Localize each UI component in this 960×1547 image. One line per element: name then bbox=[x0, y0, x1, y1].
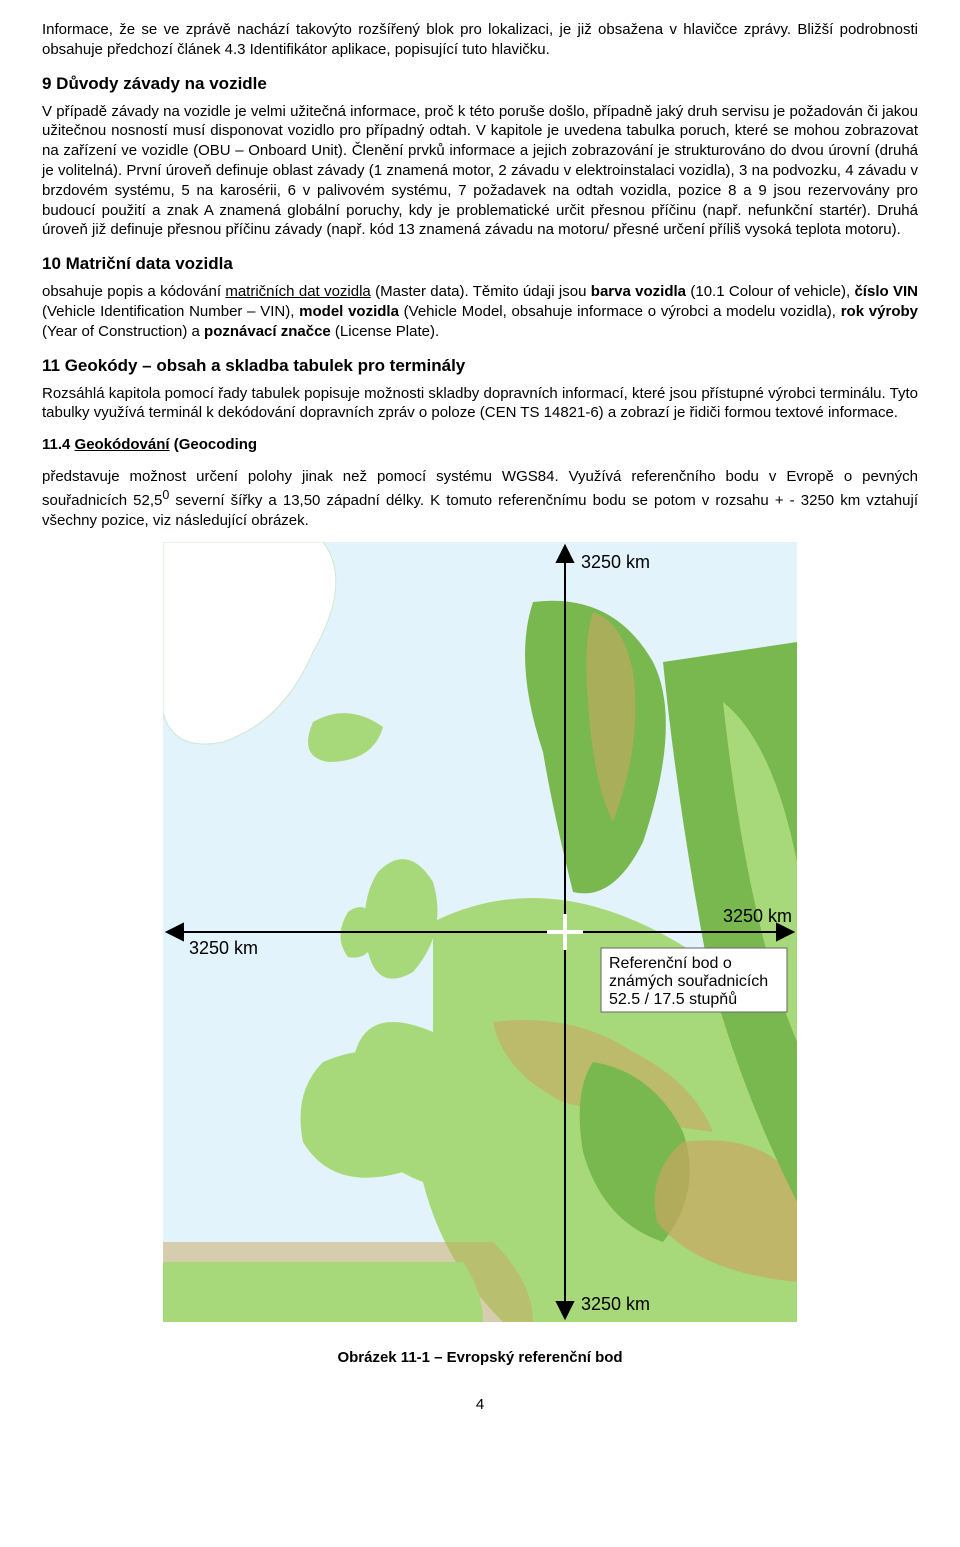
page: Informace, že se ve zprávě nachází takov… bbox=[0, 0, 960, 1453]
map-label-bottom: 3250 km bbox=[581, 1294, 650, 1314]
figure-caption: Obrázek 11-1 – Evropský referenční bod bbox=[42, 1349, 918, 1366]
text-run: (Master data). Těmito údaji jsou bbox=[371, 283, 591, 300]
paragraph-9-body: V případě závady na vozidle je velmi uži… bbox=[42, 102, 918, 241]
text-run: severní šířky a 13,50 západní délky. K t… bbox=[42, 492, 918, 529]
text-bold-znacka: poznávací značce bbox=[204, 323, 331, 340]
text-underline-matricnich: matričních dat vozidla bbox=[225, 283, 370, 300]
paragraph-10-body: obsahuje popis a kódování matričních dat… bbox=[42, 282, 918, 341]
map-label-left: 3250 km bbox=[189, 938, 258, 958]
paragraph-11-4-body: představuje možnost určení polohy jinak … bbox=[42, 467, 918, 530]
heading-10: 10 Matriční data vozidla bbox=[42, 254, 918, 274]
text-run: (Vehicle Identification Number – VIN), bbox=[42, 303, 299, 320]
heading-11-4: 11.4 Geokódování (Geocoding bbox=[42, 435, 918, 455]
text-run: (License Plate). bbox=[331, 323, 439, 340]
figure-map: 3250 km 3250 km 3250 km 3250 km Referenč… bbox=[163, 542, 797, 1322]
figure-map-container: 3250 km 3250 km 3250 km 3250 km Referenč… bbox=[42, 542, 918, 1327]
text-bold-rok: rok výroby bbox=[841, 303, 918, 320]
map-ref-line2: známých souřadnicích bbox=[609, 973, 768, 990]
text-run: 11.4 bbox=[42, 436, 75, 453]
map-ref-line1: Referenční bod o bbox=[609, 955, 732, 972]
paragraph-11-body: Rozsáhlá kapitola pomocí řady tabulek po… bbox=[42, 384, 918, 424]
text-run: obsahuje popis a kódování bbox=[42, 283, 225, 300]
map-label-right: 3250 km bbox=[723, 906, 792, 926]
map-label-top: 3250 km bbox=[581, 552, 650, 572]
text-bold-model: model vozidla bbox=[299, 303, 399, 320]
map-ref-box: Referenční bod o známých souřadnicích 52… bbox=[601, 948, 787, 1012]
text-bold-vin: číslo VIN bbox=[854, 283, 918, 300]
paragraph-intro: Informace, že se ve zprávě nachází takov… bbox=[42, 20, 918, 60]
map-ref-line3: 52.5 / 17.5 stupňů bbox=[609, 990, 737, 1008]
text-run: (Vehicle Model, obsahuje informace o výr… bbox=[399, 303, 841, 320]
page-number: 4 bbox=[42, 1396, 918, 1413]
text-run: (10.1 Colour of vehicle), bbox=[686, 283, 854, 300]
heading-11: 11 Geokódy – obsah a skladba tabulek pro… bbox=[42, 356, 918, 376]
text-underline-geokodovani: Geokódování bbox=[75, 436, 170, 453]
text-run: (Geocoding bbox=[170, 436, 258, 453]
text-run: (Year of Construction) a bbox=[42, 323, 204, 340]
text-bold-barva: barva vozidla bbox=[591, 283, 686, 300]
heading-9: 9 Důvody závady na vozidle bbox=[42, 74, 918, 94]
